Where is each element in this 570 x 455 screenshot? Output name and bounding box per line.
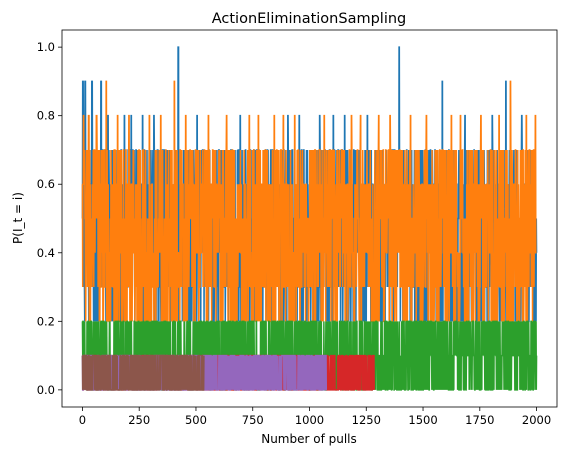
chart-title: ActionEliminationSampling	[212, 11, 407, 27]
series-line-6	[82, 356, 203, 390]
x-tick-label: 1750	[465, 413, 494, 427]
x-tick-label: 500	[185, 413, 207, 427]
x-tick-label: 1500	[408, 413, 437, 427]
y-tick-label: 0.6	[37, 177, 55, 191]
y-axis-label: P(I_t = i)	[11, 192, 25, 244]
series-layer	[82, 47, 536, 390]
x-tick-label: 1000	[295, 413, 324, 427]
x-tick-label: 1250	[352, 413, 381, 427]
y-tick-label: 0.8	[37, 109, 55, 123]
y-axis: 0.0 0.2 0.4 0.6 0.8 1.0	[37, 40, 62, 397]
x-axis: 0 250 500 750 1000 1250 1500 1750 2000	[79, 407, 551, 427]
x-tick-label: 0	[79, 413, 86, 427]
x-tick-label: 750	[242, 413, 264, 427]
y-tick-label: 1.0	[37, 40, 55, 54]
x-tick-label: 2000	[522, 413, 551, 427]
series-line-2	[82, 81, 536, 321]
y-tick-label: 0.4	[37, 246, 55, 260]
x-tick-label: 250	[128, 413, 150, 427]
y-tick-label: 0.2	[37, 314, 55, 328]
x-axis-label: Number of pulls	[261, 432, 357, 446]
y-tick-label: 0.0	[37, 383, 55, 397]
